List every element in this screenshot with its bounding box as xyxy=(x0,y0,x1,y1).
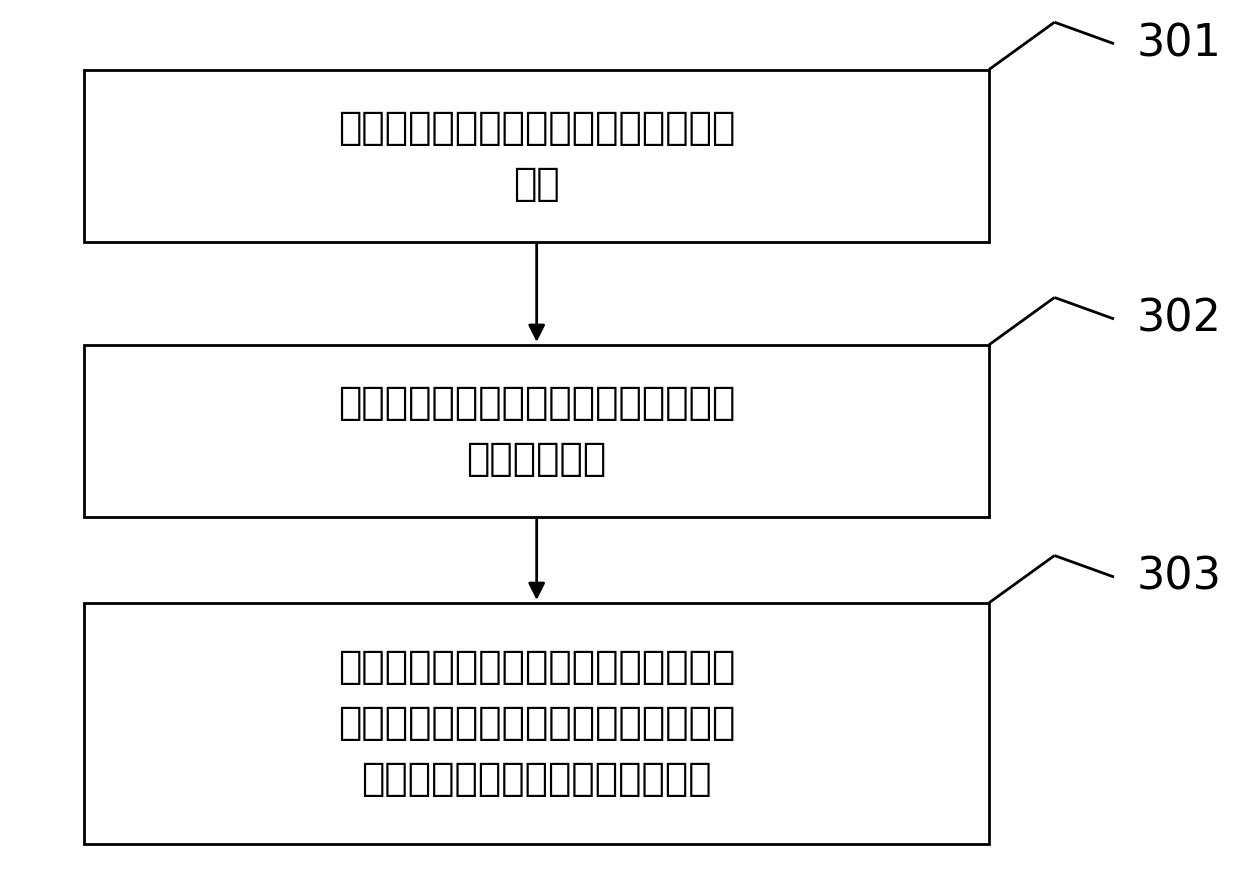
Bar xyxy=(84,345,990,517)
Text: 303: 303 xyxy=(1137,556,1221,599)
Bar xyxy=(84,603,990,844)
Text: 301: 301 xyxy=(1137,22,1221,65)
Text: 将该加壳文件打包生成可执行程序，使
得移动终端加载该可执行程序时运行该
外壳程序以将该加壳文件进行脱壳: 将该加壳文件打包生成可执行程序，使 得移动终端加载该可执行程序时运行该 外壳程序… xyxy=(339,648,735,798)
Text: 将待加壳的二进制文件的各段信息进行
加密: 将待加壳的二进制文件的各段信息进行 加密 xyxy=(339,108,735,202)
Text: 将加密后的二进制文件与外壳程序打包
生成加壳文件: 将加密后的二进制文件与外壳程序打包 生成加壳文件 xyxy=(339,383,735,478)
Text: 302: 302 xyxy=(1137,297,1221,340)
Bar xyxy=(84,70,990,242)
